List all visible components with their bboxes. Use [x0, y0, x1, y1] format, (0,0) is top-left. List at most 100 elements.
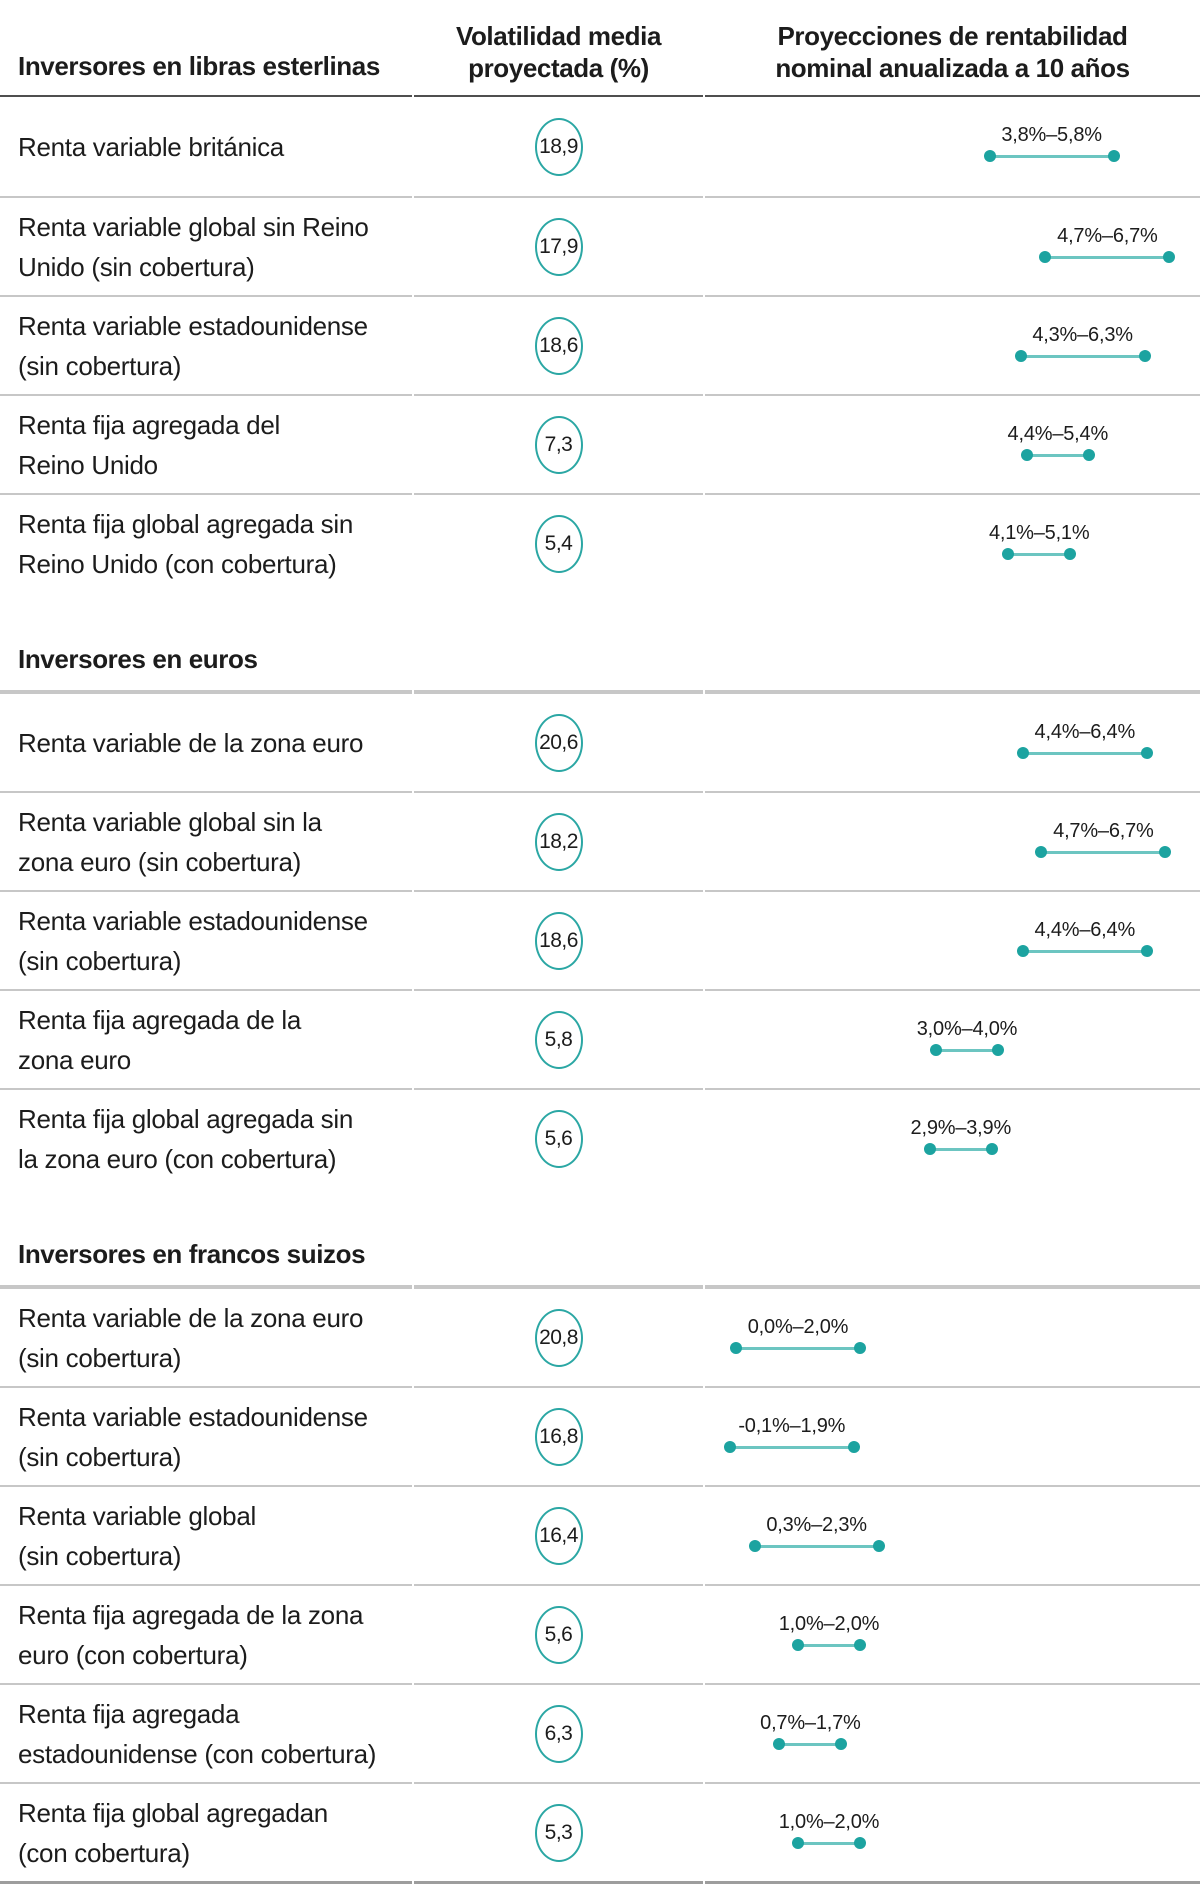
return-range-cell: 4,7%–6,7% [705, 196, 1200, 295]
return-range-cell: 0,3%–2,3% [705, 1485, 1200, 1584]
asset-label-line: Reino Unido (con cobertura) [18, 548, 337, 579]
return-range-cell: 4,4%–6,4% [705, 890, 1200, 989]
range-bar [736, 1347, 860, 1350]
range-bar [1026, 454, 1089, 457]
column-header-projections-line2: nominal anualizada a 10 años [775, 53, 1130, 83]
asset-label-line: Renta fija agregada de la [18, 1004, 302, 1035]
asset-label: Renta variable global sin la zona euro (s… [0, 791, 412, 890]
volatility-circle: 5,4 [534, 514, 583, 573]
range-bar [729, 1446, 854, 1449]
table-row: Renta fija agregada de la zona euro (con … [0, 1584, 1200, 1683]
volatility-circle: 18,9 [534, 117, 583, 176]
return-range-cell: 4,3%–6,3% [705, 295, 1200, 394]
range-bar [989, 155, 1114, 158]
return-range-cell: 4,7%–6,7% [705, 791, 1200, 890]
volatility-circle: 20,6 [534, 713, 583, 772]
asset-label-line: Renta fija global agregada sin [18, 1103, 354, 1134]
volatility-circle: 5,6 [534, 1605, 583, 1664]
volatility-value: 18,2 [539, 829, 578, 853]
column-header-investors: Inversores en libras esterlinas [0, 0, 412, 97]
asset-label-line: Renta variable de la zona euro [18, 727, 364, 758]
asset-label-line: Renta variable estadounidense [18, 310, 368, 341]
return-range-cell: 3,8%–5,8% [705, 97, 1200, 196]
asset-label-line: Renta variable británica [18, 131, 284, 162]
return-range-cell: 4,4%–6,4% [705, 692, 1200, 791]
asset-label-line: (con cobertura) [18, 1837, 190, 1868]
return-range-cell: 4,4%–5,4% [705, 394, 1200, 493]
table-row: Renta fija global agregada sin la zona eu… [0, 1088, 1200, 1187]
volatility-value: 18,9 [539, 134, 578, 158]
volatility-circle: 18,6 [534, 316, 583, 375]
volatility-circle: 16,4 [534, 1506, 583, 1565]
range-dot-min [723, 1441, 736, 1453]
range-dot-min [1016, 945, 1029, 957]
table-body: Renta variable británica 18,9 3,8%–5,8% Ren… [0, 97, 1200, 1881]
return-range-label: 4,4%–6,4% [1034, 721, 1136, 743]
table-row: Renta variable británica 18,9 3,8%–5,8% [0, 97, 1200, 196]
range-dot-max [1138, 350, 1151, 362]
range-dot-min [748, 1540, 761, 1552]
volatility-circle: 5,8 [534, 1010, 583, 1069]
return-range-label: 4,7%–6,7% [1057, 225, 1158, 247]
return-range-label: 4,3%–6,3% [1032, 324, 1133, 346]
column-header-volatility-line1: Volatilidad media [455, 21, 662, 51]
table-row: Renta variable de la zona euro 20,6 4,4%–6… [0, 692, 1200, 791]
return-range-label: 4,7%–6,7% [1053, 820, 1154, 842]
volatility-value: 6,3 [544, 1721, 573, 1745]
return-range-label: 0,3%–2,3% [766, 1514, 867, 1536]
return-range-label: 3,8%–5,8% [1001, 124, 1102, 146]
range-bar [1022, 950, 1147, 953]
range-dot-min [1002, 548, 1015, 560]
section-title: Inversores en euros [18, 644, 258, 674]
table-row: Renta variable estadounidense (sin cobert… [0, 295, 1200, 394]
section-header-cell: Inversores en francos suizos [0, 1187, 412, 1287]
range-dot-max [1140, 945, 1153, 957]
volatility-value: 17,9 [539, 234, 578, 258]
volatility-circle: 6,3 [534, 1704, 583, 1763]
range-dot-max [854, 1342, 866, 1354]
volatility-circle: 17,9 [534, 217, 583, 276]
table-bottom-border [0, 1881, 1200, 1884]
asset-label: Renta variable británica [0, 97, 412, 196]
asset-label-line: Renta fija global agregadan [18, 1797, 328, 1828]
return-range-cell: 3,0%–4,0% [705, 989, 1200, 1088]
volatility-circle: 16,8 [534, 1407, 583, 1466]
asset-label-line: (sin cobertura) [18, 1441, 182, 1472]
range-dot-max [854, 1837, 866, 1849]
asset-label-line: (sin cobertura) [18, 1342, 182, 1373]
volatility-value: 16,8 [539, 1424, 578, 1448]
range-dot-min [1014, 350, 1027, 362]
range-dot-min [1020, 449, 1033, 461]
volatility-value: 16,4 [539, 1523, 578, 1547]
asset-label-line: Renta variable estadounidense [18, 905, 368, 936]
range-dot-max [1064, 548, 1077, 560]
section-header-row: Inversores en euros [0, 592, 1200, 692]
asset-label-line: Renta variable global sin la [18, 806, 322, 837]
asset-label-line: Renta variable de la zona euro [18, 1302, 364, 1333]
table-row: Renta fija global agregada sin Reino Unid… [0, 493, 1200, 592]
return-range-label: 4,1%–5,1% [988, 522, 1090, 544]
return-range-cell: 1,0%–2,0% [705, 1782, 1200, 1881]
range-bar [1045, 256, 1170, 259]
return-range-label: -0,1%–1,9% [738, 1415, 846, 1437]
range-dot-max [854, 1639, 866, 1651]
range-bar [798, 1842, 860, 1845]
range-dot-max [992, 1044, 1004, 1056]
asset-label: Renta fija agregada estadounidense (con c… [0, 1683, 412, 1782]
asset-label-line: Renta fija agregada [18, 1698, 240, 1729]
asset-label: Renta fija agregada del Reino Unido [0, 394, 412, 493]
asset-label-line: (sin cobertura) [18, 350, 182, 381]
column-header-volatility-line2: proyectada (%) [468, 53, 649, 83]
return-range-label: 2,9%–3,9% [910, 1117, 1012, 1139]
volatility-value: 20,6 [539, 730, 578, 754]
asset-label-line: zona euro [18, 1044, 131, 1075]
range-dot-min [792, 1837, 804, 1849]
volatility-circle: 5,3 [534, 1803, 583, 1862]
range-bar [1041, 851, 1166, 854]
range-dot-min [773, 1738, 786, 1750]
range-dot-min [792, 1639, 804, 1651]
range-dot-min [730, 1342, 742, 1354]
asset-label: Renta variable de la zona euro [0, 692, 412, 791]
table-row: Renta fija agregada estadounidense (con c… [0, 1683, 1200, 1782]
